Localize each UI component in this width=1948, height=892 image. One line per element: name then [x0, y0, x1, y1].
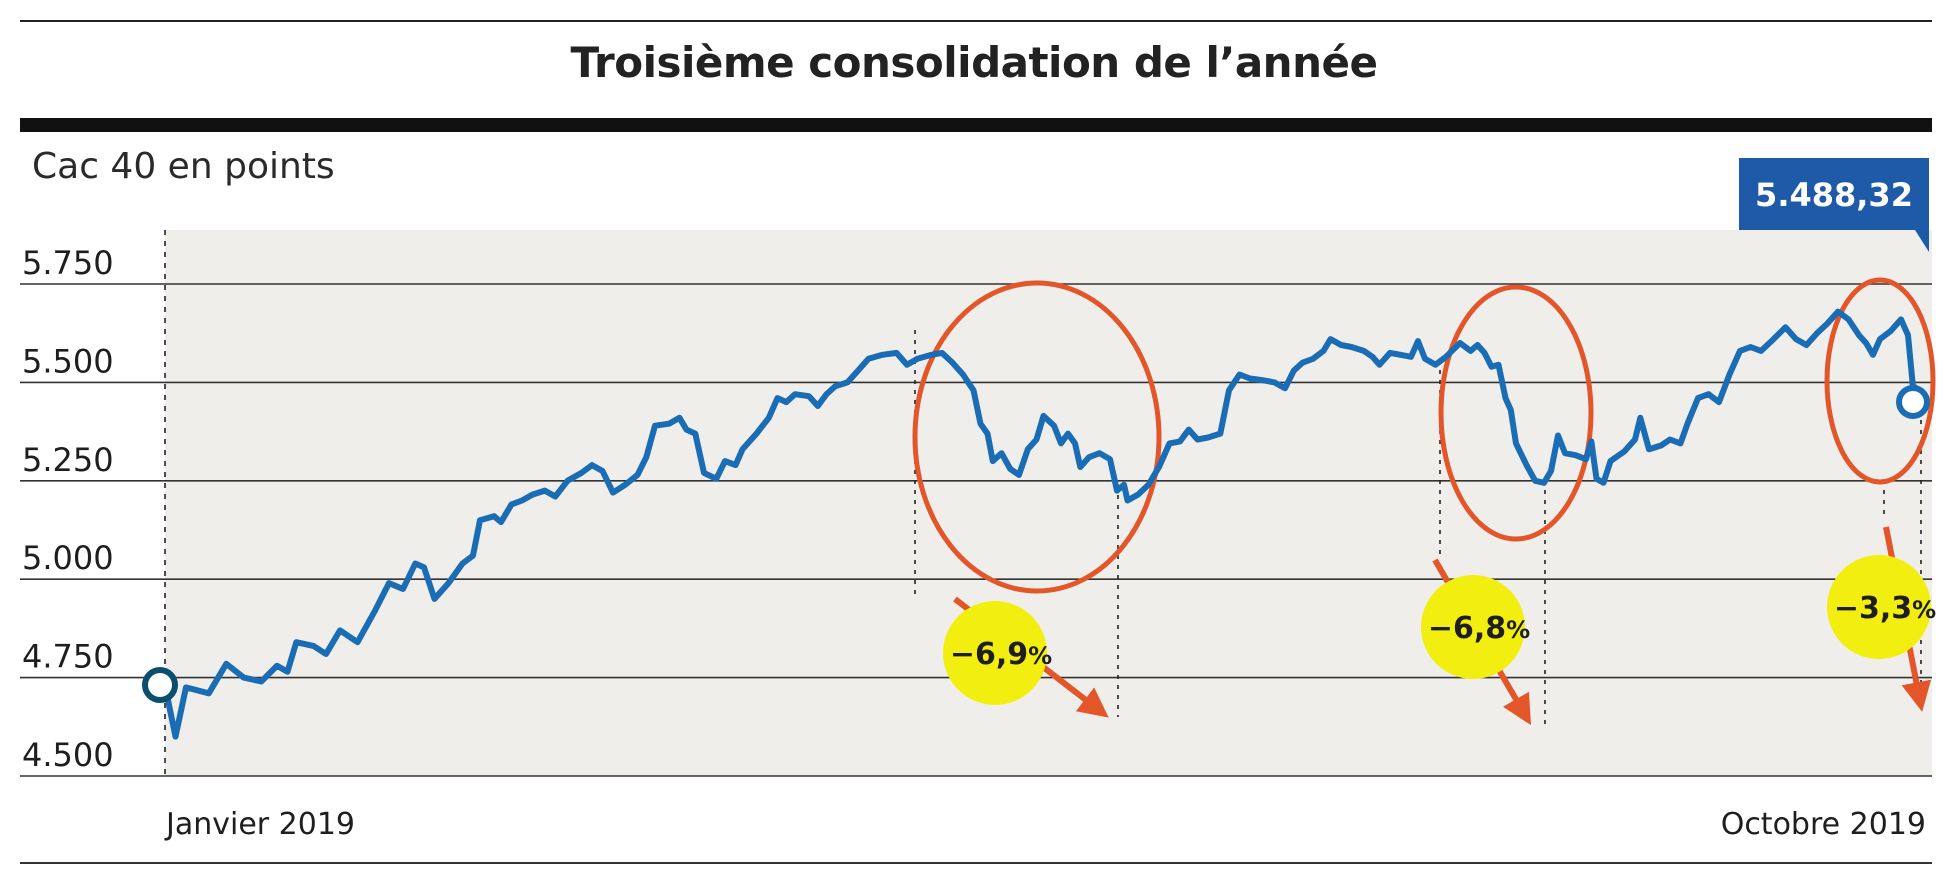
decline-circle — [912, 280, 1162, 594]
y-axis-ticks: 4.500 4.750 5.000 5.250 5.500 5.750 — [22, 244, 114, 774]
y-axis-unit-label: Cac 40 en points — [32, 146, 335, 187]
start-point-marker — [142, 667, 178, 703]
endpoint-markers — [142, 385, 1930, 703]
y-tick-label: 5.000 — [22, 539, 114, 577]
decline-circles — [912, 277, 1936, 594]
y-tick-label: 5.250 — [22, 441, 114, 479]
percent-badges: −6,9% −6,8% −3,3% — [943, 555, 1936, 705]
bottom-rule — [20, 862, 1932, 864]
decline-circle — [1824, 277, 1936, 485]
series-line-cac40 — [162, 308, 1918, 740]
y-tick-label: 5.500 — [22, 342, 114, 380]
plot-background — [165, 230, 1932, 776]
x-label-end: Octobre 2019 — [1721, 807, 1926, 842]
last-value-box-bg — [1739, 158, 1929, 230]
last-value-box: 5.488,32 — [1739, 158, 1929, 252]
x-label-start: Janvier 2019 — [164, 807, 355, 842]
percent-badge-label: −6,8% — [1428, 611, 1530, 646]
percent-badge — [1827, 555, 1931, 659]
top-rule — [20, 20, 1932, 22]
percent-badge — [943, 601, 1047, 705]
gridlines — [20, 283, 1932, 777]
end-point-marker — [1896, 385, 1930, 419]
x-axis-labels: Janvier 2019 Octobre 2019 — [164, 807, 1926, 842]
percent-badge-label: −6,9% — [950, 637, 1052, 672]
last-value-label: 5.488,32 — [1755, 176, 1913, 214]
chart-title: Troisième consolidation de l’année — [570, 38, 1378, 87]
y-tick-label: 4.750 — [22, 638, 114, 676]
last-value-pointer — [1915, 230, 1929, 252]
percent-badge — [1421, 575, 1525, 679]
decline-circle — [1438, 284, 1594, 542]
title-divider — [20, 118, 1932, 132]
y-tick-label: 5.750 — [22, 244, 114, 282]
percent-badge-label: −3,3% — [1834, 591, 1936, 626]
y-tick-label: 4.500 — [22, 736, 114, 774]
